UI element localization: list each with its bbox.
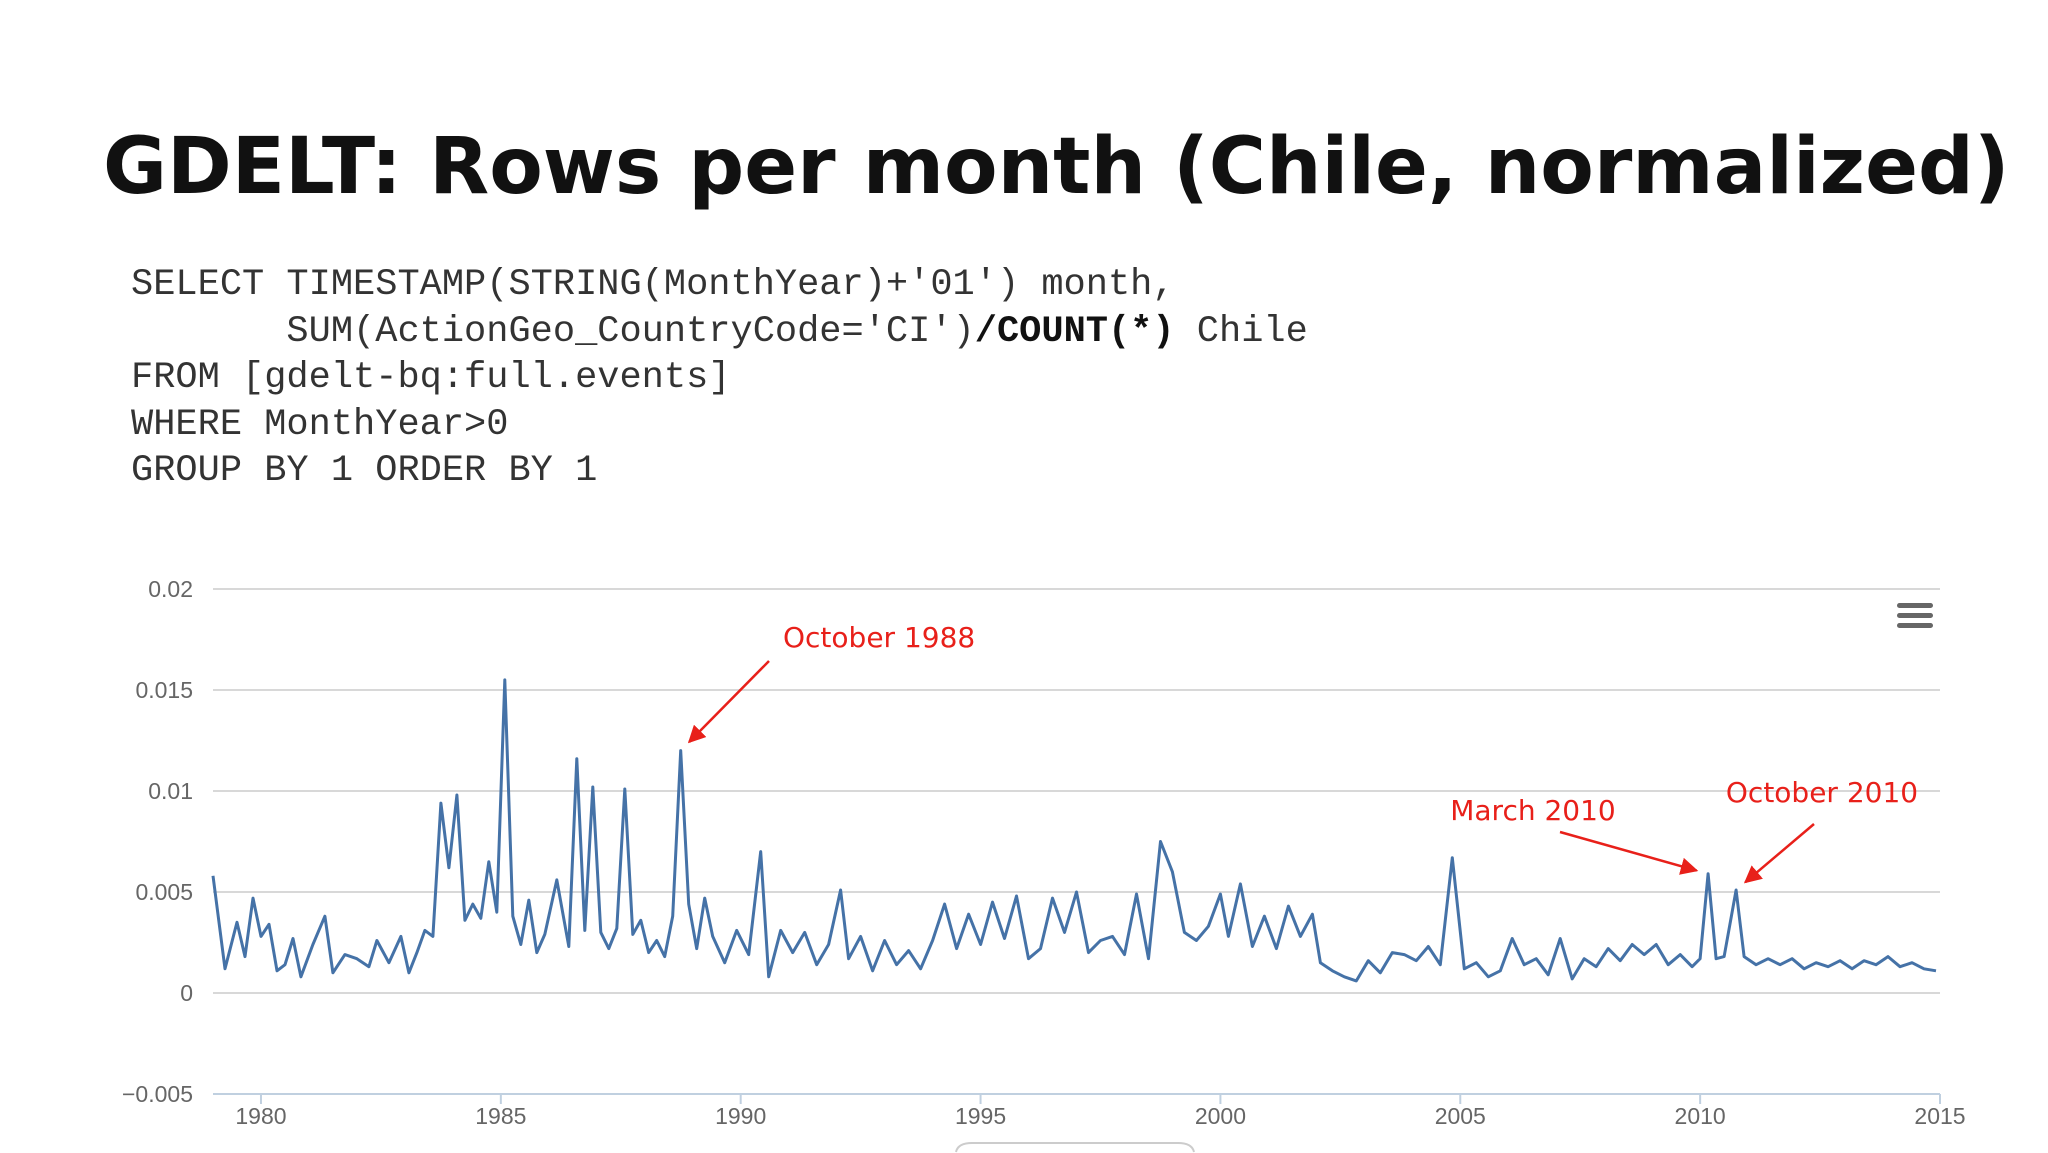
code-line: WHERE MonthYear>0 — [131, 402, 1308, 449]
code-keyword-emphasis: /COUNT(*) — [974, 310, 1175, 353]
code-line: SUM(ActionGeo_CountryCode='CI')/COUNT(*)… — [131, 309, 1308, 356]
y-tick-label: 0.02 — [148, 576, 193, 602]
x-tick-label: 2010 — [1675, 1103, 1726, 1129]
annotation-label: March 2010 — [1450, 794, 1616, 827]
annotation-arrow — [1559, 830, 1699, 875]
x-tick-label: 2000 — [1195, 1103, 1246, 1129]
y-tick-label: 0.005 — [135, 879, 193, 905]
code-text: WHERE MonthYear>0 — [131, 403, 509, 446]
line-chart: 0.02 0.015 0.01 0.005 0 −0.005 1980 1985 1990 199… — [100, 562, 1980, 1153]
code-line: GROUP BY 1 ORDER BY 1 — [131, 448, 1308, 495]
y-tick-label: 0 — [180, 980, 193, 1006]
scroll-handle[interactable] — [955, 1142, 1195, 1153]
code-text: FROM [gdelt-bq:full.events] — [131, 357, 731, 399]
sql-code-block: SELECT TIMESTAMP(STRING(MonthYear)+'01')… — [131, 262, 1308, 495]
x-tick-label: 1990 — [715, 1103, 766, 1129]
series-line — [211, 678, 1937, 983]
y-tick-label: −0.005 — [122, 1081, 193, 1107]
x-tick-label: 1995 — [955, 1103, 1006, 1129]
y-tick-label: 0.01 — [148, 778, 193, 804]
x-tick-label: 2005 — [1435, 1103, 1486, 1129]
hamburger-menu-icon[interactable] — [1897, 603, 1933, 628]
slide-title: GDELT: Rows per month (Chile, normalized… — [103, 122, 2010, 212]
annotation-arrow — [687, 660, 770, 744]
annotation-label: October 1988 — [783, 621, 975, 654]
annotation-label: October 2010 — [1726, 776, 1918, 809]
code-line: FROM [gdelt-bq:full.events] — [131, 355, 1308, 402]
code-text: GROUP BY 1 ORDER BY 1 — [131, 450, 598, 492]
chart-svg: 0.02 0.015 0.01 0.005 0 −0.005 1980 1985 1990 199… — [122, 576, 1966, 1153]
annotation-arrow — [1743, 823, 1815, 884]
code-text: SUM(ActionGeo_CountryCode='CI') — [131, 310, 975, 353]
code-text: Chile — [1174, 310, 1308, 353]
x-tick-label: 2015 — [1914, 1103, 1965, 1129]
x-tick-label: 1980 — [235, 1103, 286, 1129]
code-line: SELECT TIMESTAMP(STRING(MonthYear)+'01')… — [131, 262, 1308, 309]
code-text: SELECT TIMESTAMP(STRING(MonthYear)+'01')… — [131, 264, 1175, 306]
x-tick-label: 1985 — [475, 1103, 526, 1129]
y-tick-label: 0.015 — [135, 677, 193, 703]
